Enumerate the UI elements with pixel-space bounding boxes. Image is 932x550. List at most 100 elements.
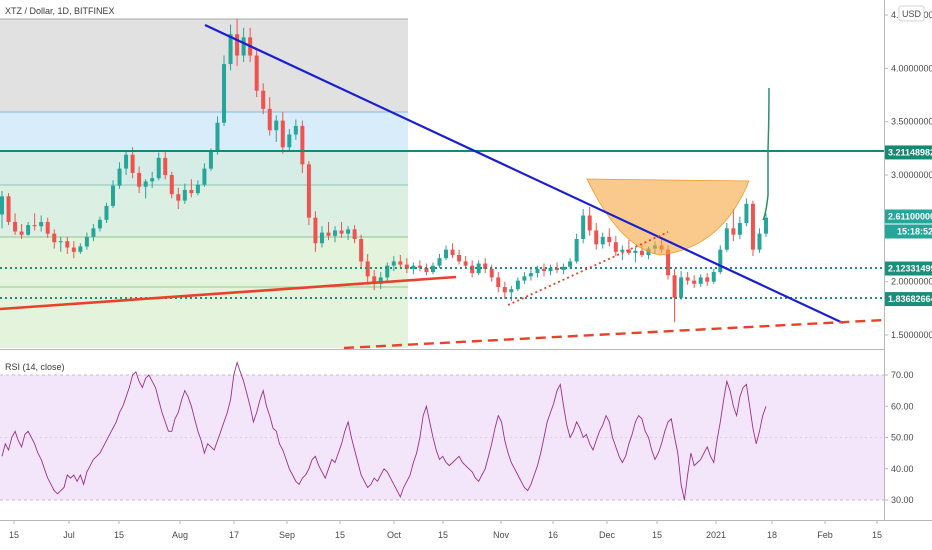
- candle-body: [764, 217, 768, 234]
- candle-body: [404, 264, 409, 269]
- countdown-text: 15:18:52: [897, 226, 932, 236]
- candle-body: [450, 249, 455, 255]
- candle: [698, 274, 703, 287]
- candle-body: [163, 157, 168, 175]
- candle: [587, 207, 592, 236]
- candle-body: [13, 221, 18, 232]
- candle: [222, 55, 227, 126]
- candle-body: [359, 239, 364, 262]
- price-label-box: [885, 292, 932, 307]
- candle-body: [124, 154, 129, 169]
- candle-body: [594, 230, 599, 245]
- time-tick-label: 15: [872, 530, 882, 540]
- candle-body: [731, 228, 736, 235]
- price-label: 3.21148982: [885, 145, 932, 160]
- candle: [32, 213, 37, 231]
- candle: [626, 240, 631, 255]
- price-tick-label: 2.00000000: [891, 277, 932, 287]
- candle-body: [666, 249, 671, 276]
- dashed-support-trendline: [343, 318, 885, 350]
- time-tick-label: Nov: [493, 530, 510, 540]
- fib-zone-blue: [0, 112, 408, 151]
- candle-body: [150, 178, 155, 182]
- fib-zone-green: [0, 237, 408, 348]
- time-tick-label: 15: [438, 530, 448, 540]
- candle-body: [326, 232, 331, 236]
- dotted-rising-trendline: [507, 231, 669, 306]
- candle: [391, 256, 396, 271]
- candle-body: [718, 249, 723, 273]
- candle: [78, 243, 83, 254]
- candle: [228, 24, 233, 71]
- candle: [378, 272, 383, 290]
- candle: [607, 228, 612, 247]
- candle: [744, 198, 749, 227]
- candle-body: [313, 217, 318, 244]
- candle-body: [65, 241, 70, 248]
- candle: [150, 171, 155, 188]
- candle-body: [97, 219, 102, 229]
- candle: [333, 226, 338, 243]
- candle: [731, 209, 736, 242]
- candle: [137, 166, 142, 194]
- candle: [483, 258, 488, 274]
- price-labels: 3.21148982 2.61100000 2.12331499 1.83682664…: [885, 145, 932, 307]
- candle-body: [489, 268, 494, 278]
- candle-body: [333, 230, 338, 236]
- candle-body: [274, 120, 279, 131]
- candle-body: [502, 287, 507, 293]
- candle: [6, 193, 11, 226]
- candle-body: [457, 255, 462, 262]
- candle-body: [261, 90, 266, 109]
- candle-body: [698, 277, 703, 284]
- candle: [13, 213, 18, 235]
- candle-body: [685, 277, 690, 281]
- candle: [535, 265, 540, 278]
- candle: [613, 235, 618, 257]
- price-tick-label: 3.00000000: [891, 170, 932, 180]
- candle-body: [724, 228, 729, 250]
- rsi-title: RSI (14, close): [5, 362, 65, 372]
- candle-body: [267, 108, 272, 131]
- candle-body: [626, 249, 631, 253]
- candle-body: [228, 34, 233, 65]
- candle: [319, 226, 324, 248]
- price-label: 2.12331499: [885, 261, 932, 276]
- candle: [189, 179, 194, 198]
- candle: [555, 262, 560, 274]
- candle-body: [78, 246, 83, 252]
- candle: [326, 221, 331, 241]
- candle-body: [692, 280, 697, 284]
- candle: [19, 224, 24, 239]
- time-tick-label: Sep: [279, 530, 295, 540]
- candle-body: [26, 225, 31, 235]
- candle-body: [711, 272, 716, 282]
- candle-body: [143, 181, 148, 187]
- candle-body: [130, 154, 135, 173]
- candle-body: [555, 267, 560, 270]
- candle-body: [541, 268, 546, 271]
- candle: [470, 260, 475, 278]
- candle-body: [398, 261, 403, 265]
- candle-body: [483, 263, 488, 269]
- candle-body: [444, 249, 449, 259]
- candle: [293, 119, 298, 140]
- currency-button[interactable]: USD: [898, 5, 925, 22]
- candle: [398, 255, 403, 269]
- time-tick-label: 2021: [706, 530, 726, 540]
- candle-body: [287, 134, 292, 148]
- time-tick-label: Jul: [63, 530, 75, 540]
- rsi-tick-label: 70.00: [891, 370, 914, 380]
- candle: [254, 50, 259, 98]
- time-axis[interactable]: 15 Jul 15 Aug 17 Sep 15 Oct 15 Nov 16 Dec 15 2021 18 Fe…: [0, 520, 932, 540]
- candle-body: [672, 275, 677, 298]
- candle-body: [189, 189, 194, 194]
- candle: [679, 271, 684, 300]
- candle: [117, 162, 122, 189]
- candle-body: [515, 280, 520, 290]
- candle-body: [202, 168, 207, 185]
- candle: [261, 83, 266, 115]
- time-tick-label: Dec: [599, 530, 616, 540]
- price-axis[interactable]: 1.500000002.000000002.500000003.00000000…: [884, 0, 932, 520]
